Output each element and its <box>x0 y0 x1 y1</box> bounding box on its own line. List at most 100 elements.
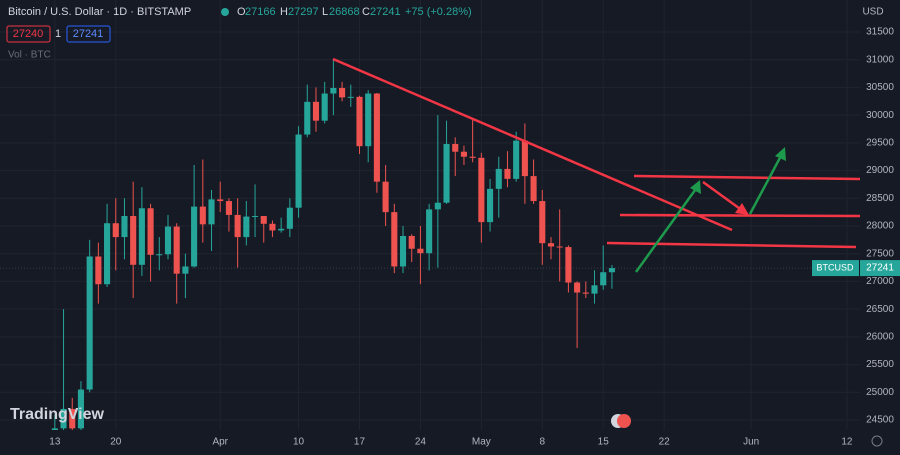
candle-body <box>495 168 502 189</box>
candle-body <box>217 199 224 202</box>
x-tick-label: 22 <box>659 437 671 448</box>
candle-body <box>547 243 555 247</box>
arrow <box>702 180 744 213</box>
candle-body <box>373 93 380 182</box>
candle-body <box>269 223 276 231</box>
candle-body <box>521 140 528 177</box>
candle-body <box>260 216 267 224</box>
settings-icon[interactable] <box>871 435 883 447</box>
ask[interactable]: 27241 <box>73 28 104 40</box>
ohlc-value: 26868 <box>329 6 360 18</box>
y-tick-label: 31000 <box>866 54 894 65</box>
candle-body <box>312 101 320 121</box>
level-line <box>606 241 857 249</box>
candle-body <box>452 143 459 152</box>
x-tick-label: 13 <box>49 437 61 448</box>
candle-body <box>321 93 328 121</box>
ohlc-value: 27166 <box>245 6 276 18</box>
candle-body <box>399 235 407 267</box>
bid[interactable]: 27240 <box>13 28 44 40</box>
symbol-title: Bitcoin / U.S. Dollar · 1D · BITSTAMP <box>8 6 191 18</box>
price-axis <box>860 0 900 455</box>
y-tick-label: 27000 <box>866 276 894 287</box>
x-tick-label: May <box>472 437 491 448</box>
y-tick-label: 30500 <box>866 82 894 93</box>
bid-box[interactable] <box>6 25 51 43</box>
candle-body <box>443 143 450 203</box>
candle-body <box>147 208 154 255</box>
time-axis <box>0 430 900 455</box>
candle-body <box>60 408 67 429</box>
symbol-tag-label: BTCUSD <box>816 262 854 272</box>
candle-body <box>191 206 198 267</box>
candle-body <box>251 216 259 218</box>
candle-body <box>408 235 415 249</box>
candle-body <box>286 207 293 229</box>
event-icon[interactable] <box>617 414 631 428</box>
y-tick-label: 26000 <box>866 332 894 343</box>
arrow <box>634 185 700 273</box>
candle-body <box>104 223 111 285</box>
candle-body <box>434 202 441 210</box>
level-line <box>633 174 861 181</box>
drawings <box>332 57 861 273</box>
candles <box>51 59 615 448</box>
y-tick-label: 25000 <box>866 387 894 398</box>
x-tick-label: 24 <box>415 437 427 448</box>
candle-body <box>582 292 589 294</box>
candle-body <box>530 176 537 202</box>
currency[interactable]: USD <box>862 7 883 18</box>
y-tick-label: 27500 <box>866 248 894 259</box>
x-tick-label: 12 <box>841 437 853 448</box>
candle-body <box>95 256 102 285</box>
x-tick-label: 8 <box>540 437 546 448</box>
candle-body <box>426 209 433 254</box>
y-tick-label: 28500 <box>866 193 894 204</box>
ohlc-value: 27297 <box>288 6 319 18</box>
candle-body <box>330 87 337 94</box>
arrow <box>748 153 784 215</box>
arrow-head <box>690 180 701 194</box>
candle-body <box>417 248 424 254</box>
x-tick-label: Jun <box>743 437 759 448</box>
candle-body <box>600 272 607 286</box>
candle-body <box>278 228 285 231</box>
candle-body <box>460 151 467 157</box>
volume-label: Vol · BTC <box>8 50 51 61</box>
spread: 1 <box>55 28 61 40</box>
candle-body <box>234 214 241 238</box>
candle-body <box>77 389 84 429</box>
y-tick-label: 24500 <box>866 415 894 426</box>
candle-body <box>556 246 563 248</box>
change: +75 (+0.28%) <box>405 6 472 18</box>
candle-body <box>565 247 572 283</box>
candle-body <box>156 254 163 256</box>
trend-line <box>332 57 733 232</box>
candle-body <box>164 226 172 255</box>
candle-body <box>504 168 511 179</box>
ask-box[interactable] <box>66 25 111 43</box>
candle-body <box>574 282 581 293</box>
ohlc-label: H <box>280 6 288 18</box>
candle-body <box>382 181 389 213</box>
candle-body <box>295 134 302 208</box>
candle-body <box>208 199 215 225</box>
logo: TradingView <box>10 406 105 423</box>
candle-body <box>69 408 76 429</box>
y-tick-label: 29500 <box>866 137 894 148</box>
level-line <box>619 213 861 218</box>
candle-body <box>173 226 180 274</box>
arrow-head <box>735 203 749 215</box>
candle-body <box>86 256 93 390</box>
x-tick-label: 10 <box>293 437 305 448</box>
candle-body <box>478 157 485 223</box>
candle-body <box>347 96 354 98</box>
candle-body <box>243 216 250 238</box>
y-tick-label: 26500 <box>866 304 894 315</box>
price-tag-label: 27241 <box>866 263 894 274</box>
candle-body <box>304 101 311 135</box>
status-dot <box>221 8 229 16</box>
y-tick-label: 31500 <box>866 27 894 38</box>
